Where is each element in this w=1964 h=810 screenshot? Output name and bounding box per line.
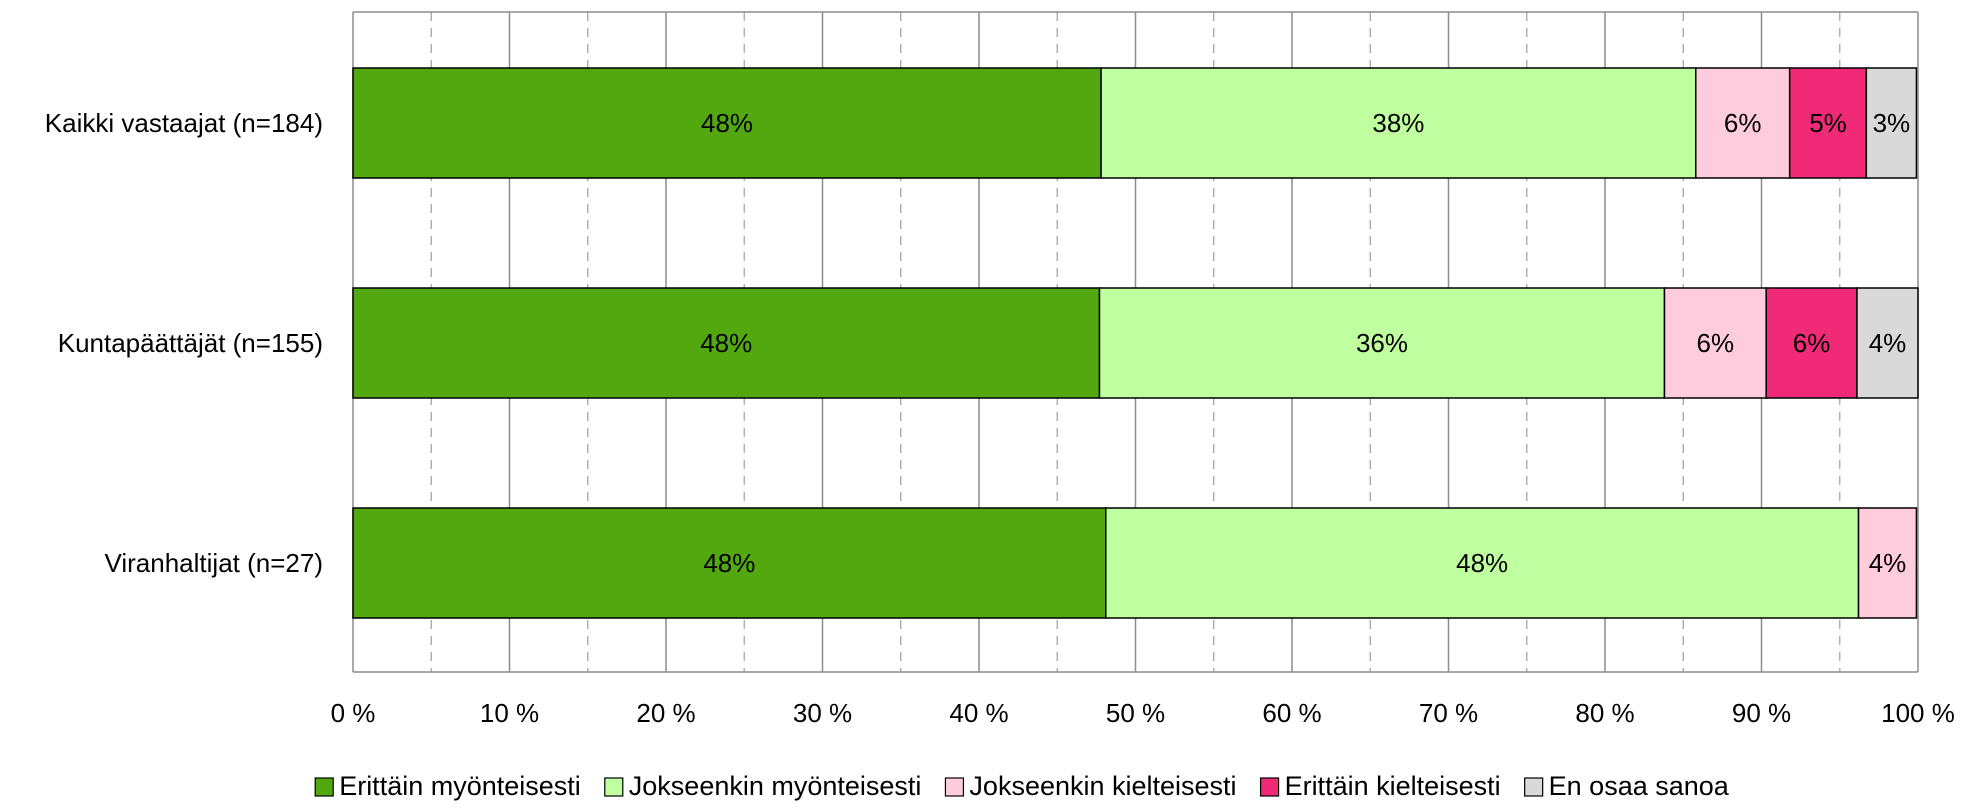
x-tick-label: 100 % [1881, 698, 1955, 728]
legend-swatch [1259, 777, 1280, 797]
bar-segment [1865, 67, 1918, 179]
legend-swatch [944, 777, 965, 797]
bar-segment [1663, 287, 1767, 399]
x-tick-label: 70 % [1419, 698, 1478, 728]
bar-segment [352, 507, 1107, 619]
legend-label: Erittäin myönteisesti [339, 771, 581, 801]
category-label: Viranhaltijat (n=27) [105, 548, 324, 578]
bar-segment [1856, 287, 1919, 399]
category-labels: Kaikki vastaajat (n=184) Kuntapäättäjät (… [45, 108, 323, 578]
data-label: 3% [1873, 108, 1911, 138]
bar-segment [1857, 507, 1918, 619]
x-tick-label: 60 % [1262, 698, 1321, 728]
x-tick-label: 20 % [636, 698, 695, 728]
x-tick-label: 80 % [1575, 698, 1634, 728]
category-label: Kaikki vastaajat (n=184) [45, 108, 323, 138]
bar-segment [1695, 67, 1791, 179]
legend: Erittäin myönteisesti Jokseenkin myönteis… [314, 771, 1730, 801]
data-label: 6% [1697, 328, 1735, 358]
legend-label: Erittäin kielteisesti [1285, 771, 1501, 801]
data-label: 6% [1724, 108, 1762, 138]
legend-swatch [314, 777, 334, 797]
x-tick-label: 10 % [480, 698, 539, 728]
data-label: 36% [1356, 328, 1408, 358]
legend-label: En osaa sanoa [1549, 771, 1730, 801]
x-axis-tick-labels: 0 % 10 % 20 % 30 % 40 % 50 % 60 % 70 % 80 % 90 % 1… [331, 698, 1955, 728]
bar-segment [1100, 67, 1697, 179]
data-label: 5% [1809, 108, 1847, 138]
category-label: Kuntapäättäjät (n=155) [58, 328, 323, 358]
legend-swatch [1524, 777, 1544, 797]
bar-segment [1098, 287, 1666, 399]
data-label: 4% [1869, 328, 1907, 358]
x-tick-label: 30 % [793, 698, 852, 728]
legend-label: Jokseenkin myönteisesti [629, 771, 922, 801]
bar-segment [1788, 67, 1868, 179]
bar-segment [352, 67, 1102, 179]
x-tick-label: 50 % [1106, 698, 1165, 728]
bar-segment [1765, 287, 1858, 399]
bar-segment [1105, 507, 1860, 619]
data-label: 6% [1793, 328, 1831, 358]
legend-swatch [604, 777, 624, 797]
data-label: 48% [703, 548, 755, 578]
bars: 48% 38% 6% 5% 3% 48% 36% 6% 6% 4% 48% 48% 4% [352, 67, 1919, 619]
bar-segment [352, 287, 1101, 399]
legend-label: Jokseenkin kielteisesti [969, 771, 1236, 801]
x-tick-label: 0 % [331, 698, 376, 728]
data-label: 48% [700, 328, 752, 358]
x-tick-label: 90 % [1732, 698, 1791, 728]
data-label: 48% [701, 108, 753, 138]
x-tick-label: 40 % [949, 698, 1008, 728]
data-label: 38% [1372, 108, 1424, 138]
data-label: 48% [1456, 548, 1508, 578]
data-label: 4% [1869, 548, 1907, 578]
